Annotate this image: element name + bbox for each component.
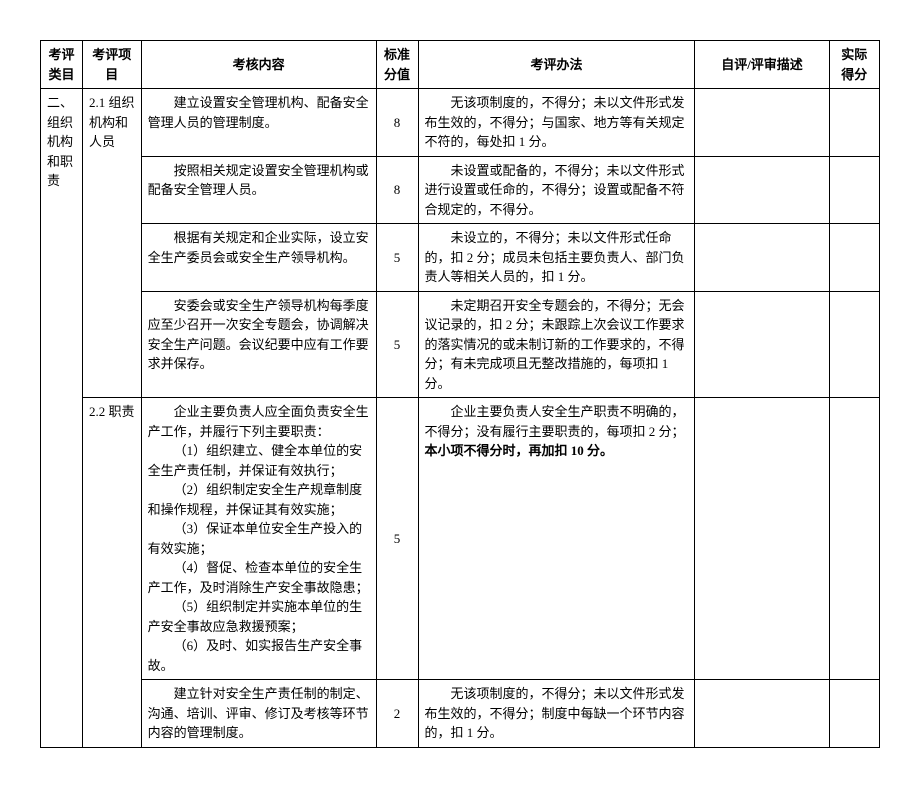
table-row: 根据有关规定和企业实际，设立安全生产委员会或安全生产领导机构。 5 未设立的，不…	[41, 224, 880, 292]
content-p7: （6）及时、如实报告生产安全事故。	[148, 636, 370, 675]
content-p2: （1）组织建立、健全本单位的安全生产责任制，并保证有效执行；	[148, 441, 370, 480]
content-p1: 企业主要负责人应全面负责安全生产工作，并履行下列主要职责：	[148, 402, 370, 441]
method-cell: 企业主要负责人安全生产职责不明确的，不得分；没有履行主要职责的，每项扣 2 分；…	[418, 398, 695, 680]
score-cell: 5	[376, 398, 418, 680]
header-category: 考评类目	[41, 41, 83, 89]
content-cell: 安委会或安全生产领导机构每季度应至少召开一次安全专题会，协调解决安全生产问题。会…	[141, 291, 376, 398]
header-content: 考核内容	[141, 41, 376, 89]
content-p4: （3）保证本单位安全生产投入的有效实施；	[148, 519, 370, 558]
content-p5: （4）督促、检查本单位的安全生产工作，及时消除生产安全事故隐患；	[148, 558, 370, 597]
method-cell: 未设立的，不得分；未以文件形式任命的，扣 2 分；成员未包括主要负责人、部门负责…	[418, 224, 695, 292]
category-cell: 二、组织机构和职责	[41, 89, 83, 748]
method-cell: 无该项制度的，不得分；未以文件形式发布生效的，不得分；制度中每缺一个环节内容的，…	[418, 680, 695, 748]
method-m1: 企业主要负责人安全生产职责不明确的，不得分；没有履行主要职责的，每项扣 2 分；	[425, 404, 685, 439]
score-cell: 2	[376, 680, 418, 748]
table-row: 建立针对安全生产责任制的制定、沟通、培训、评审、修订及考核等环节内容的管理制度。…	[41, 680, 880, 748]
table-header-row: 考评类目 考评项目 考核内容 标准分值 考评办法 自评/评审描述 实际得分	[41, 41, 880, 89]
content-cell: 建立设置安全管理机构、配备安全管理人员的管理制度。	[141, 89, 376, 157]
content-p6: （5）组织制定并实施本单位的生产安全事故应急救援预案；	[148, 597, 370, 636]
content-cell: 按照相关规定设置安全管理机构或配备安全管理人员。	[141, 156, 376, 224]
score-cell: 8	[376, 89, 418, 157]
score-cell: 5	[376, 224, 418, 292]
content-cell: 企业主要负责人应全面负责安全生产工作，并履行下列主要职责： （1）组织建立、健全…	[141, 398, 376, 680]
header-method: 考评办法	[418, 41, 695, 89]
table-row: 2.2 职责 企业主要负责人应全面负责安全生产工作，并履行下列主要职责： （1）…	[41, 398, 880, 680]
actual-score-cell	[829, 89, 879, 157]
table-row: 二、组织机构和职责 2.1 组织机构和人员 建立设置安全管理机构、配备安全管理人…	[41, 89, 880, 157]
actual-score-cell	[829, 291, 879, 398]
method-cell: 未定期召开安全专题会的，不得分；无会议记录的，扣 2 分；未跟踪上次会议工作要求…	[418, 291, 695, 398]
table-row: 按照相关规定设置安全管理机构或配备安全管理人员。 8 未设置或配备的，不得分；未…	[41, 156, 880, 224]
actual-score-cell	[829, 398, 879, 680]
header-item: 考评项目	[82, 41, 141, 89]
actual-score-cell	[829, 156, 879, 224]
table-row: 安委会或安全生产领导机构每季度应至少召开一次安全专题会，协调解决安全生产问题。会…	[41, 291, 880, 398]
method-m2: 本小项不得分时，再加扣 10 分。	[425, 443, 614, 458]
score-cell: 5	[376, 291, 418, 398]
self-review-cell	[695, 89, 829, 157]
actual-score-cell	[829, 680, 879, 748]
item-cell: 2.2 职责	[82, 398, 141, 748]
assessment-table: 考评类目 考评项目 考核内容 标准分值 考评办法 自评/评审描述 实际得分 二、…	[40, 40, 880, 748]
content-cell: 根据有关规定和企业实际，设立安全生产委员会或安全生产领导机构。	[141, 224, 376, 292]
header-self-review: 自评/评审描述	[695, 41, 829, 89]
self-review-cell	[695, 680, 829, 748]
method-cell: 无该项制度的，不得分；未以文件形式发布生效的，不得分；与国家、地方等有关规定不符…	[418, 89, 695, 157]
self-review-cell	[695, 224, 829, 292]
content-p3: （2）组织制定安全生产规章制度和操作规程，并保证其有效实施；	[148, 480, 370, 519]
score-cell: 8	[376, 156, 418, 224]
header-actual-score: 实际得分	[829, 41, 879, 89]
method-cell: 未设置或配备的，不得分；未以文件形式进行设置或任命的，不得分；设置或配备不符合规…	[418, 156, 695, 224]
self-review-cell	[695, 398, 829, 680]
content-cell: 建立针对安全生产责任制的制定、沟通、培训、评审、修订及考核等环节内容的管理制度。	[141, 680, 376, 748]
actual-score-cell	[829, 224, 879, 292]
self-review-cell	[695, 291, 829, 398]
self-review-cell	[695, 156, 829, 224]
header-standard-score: 标准分值	[376, 41, 418, 89]
item-cell: 2.1 组织机构和人员	[82, 89, 141, 398]
